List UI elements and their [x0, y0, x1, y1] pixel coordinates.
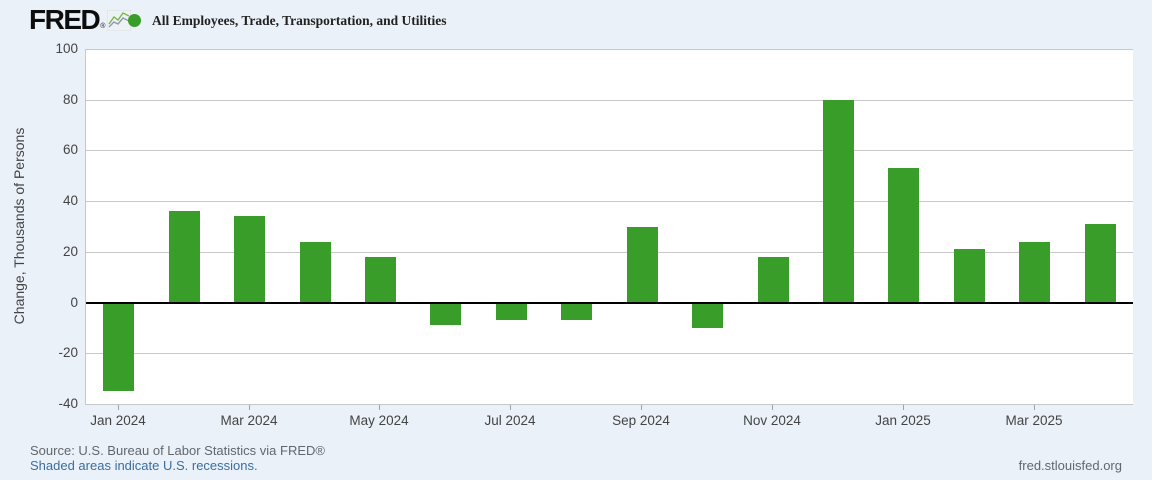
bar-oct-2024[interactable] — [692, 302, 724, 328]
x-tick-mar-2024 — [249, 405, 250, 410]
x-tick-label-jan-2024: Jan 2024 — [90, 413, 146, 428]
x-tick-label-mar-2025: Mar 2025 — [1005, 413, 1063, 428]
y-tick-label-60: 60 — [62, 142, 78, 158]
x-tick-jan-2024 — [118, 405, 119, 410]
fred-logo-text: FRED — [29, 4, 101, 35]
gridline-y-40 — [86, 201, 1133, 202]
y-tick-label-100: 100 — [55, 41, 78, 56]
bar-mar-2025[interactable] — [1019, 241, 1051, 303]
x-tick-mar-2025 — [1034, 405, 1035, 410]
bar-may-2024[interactable] — [364, 256, 396, 303]
bar-feb-2025[interactable] — [953, 249, 985, 303]
chart-title: All Employees, Trade, Transportation, an… — [152, 13, 447, 28]
bar-jul-2024[interactable] — [495, 302, 527, 321]
fred-logo-sparkline-icon — [107, 10, 132, 31]
bar-jan-2024[interactable] — [103, 302, 135, 392]
x-tick-label-sep-2024: Sep 2024 — [612, 413, 670, 428]
fred-site-link[interactable]: fred.stlouisfed.org — [1018, 458, 1122, 473]
x-tick-label-jan-2025: Jan 2025 — [875, 413, 931, 428]
bar-jun-2024[interactable] — [430, 302, 462, 326]
x-tick-nov-2024 — [772, 405, 773, 410]
bar-apr-2025[interactable] — [1084, 223, 1116, 303]
y-tick-label--40: -40 — [58, 396, 78, 411]
gridline-y-20 — [86, 252, 1133, 253]
y-tick-label-40: 40 — [62, 193, 78, 209]
plot-area — [85, 49, 1133, 405]
x-tick-sep-2024 — [641, 405, 642, 410]
x-tick-label-jul-2024: Jul 2024 — [484, 413, 536, 428]
bar-aug-2024[interactable] — [561, 302, 593, 321]
x-tick-may-2024 — [379, 405, 380, 410]
y-tick-label-0: 0 — [70, 294, 78, 310]
gridline-y--20 — [86, 353, 1133, 354]
registered-mark-icon: ® — [100, 23, 106, 30]
zero-baseline — [86, 301, 1133, 304]
x-tick-jan-2025 — [903, 405, 904, 410]
bar-dec-2024[interactable] — [823, 99, 855, 303]
series-legend-marker-icon — [128, 14, 141, 27]
bar-feb-2024[interactable] — [168, 211, 200, 303]
bar-nov-2024[interactable] — [757, 256, 789, 303]
source-note: Source: U.S. Bureau of Labor Statistics … — [30, 443, 325, 458]
gridline-y-80 — [86, 100, 1133, 101]
bar-sep-2024[interactable] — [626, 226, 658, 303]
gridline-y-60 — [86, 150, 1133, 151]
x-tick-jul-2024 — [510, 405, 511, 410]
x-tick-label-may-2024: May 2024 — [349, 413, 409, 428]
y-tick-label--20: -20 — [58, 345, 78, 361]
bar-jan-2025[interactable] — [888, 168, 920, 303]
bar-apr-2024[interactable] — [299, 241, 331, 303]
bar-mar-2024[interactable] — [234, 216, 266, 303]
y-tick-label-80: 80 — [62, 91, 78, 107]
y-tick-label-20: 20 — [62, 243, 78, 259]
x-tick-label-mar-2024: Mar 2024 — [220, 413, 278, 428]
x-tick-label-nov-2024: Nov 2024 — [743, 413, 801, 428]
recessions-note-link[interactable]: Shaded areas indicate U.S. recessions. — [30, 458, 258, 473]
gridline-y-100 — [86, 49, 1133, 50]
fred-logo[interactable]: FRED ® — [29, 4, 132, 35]
